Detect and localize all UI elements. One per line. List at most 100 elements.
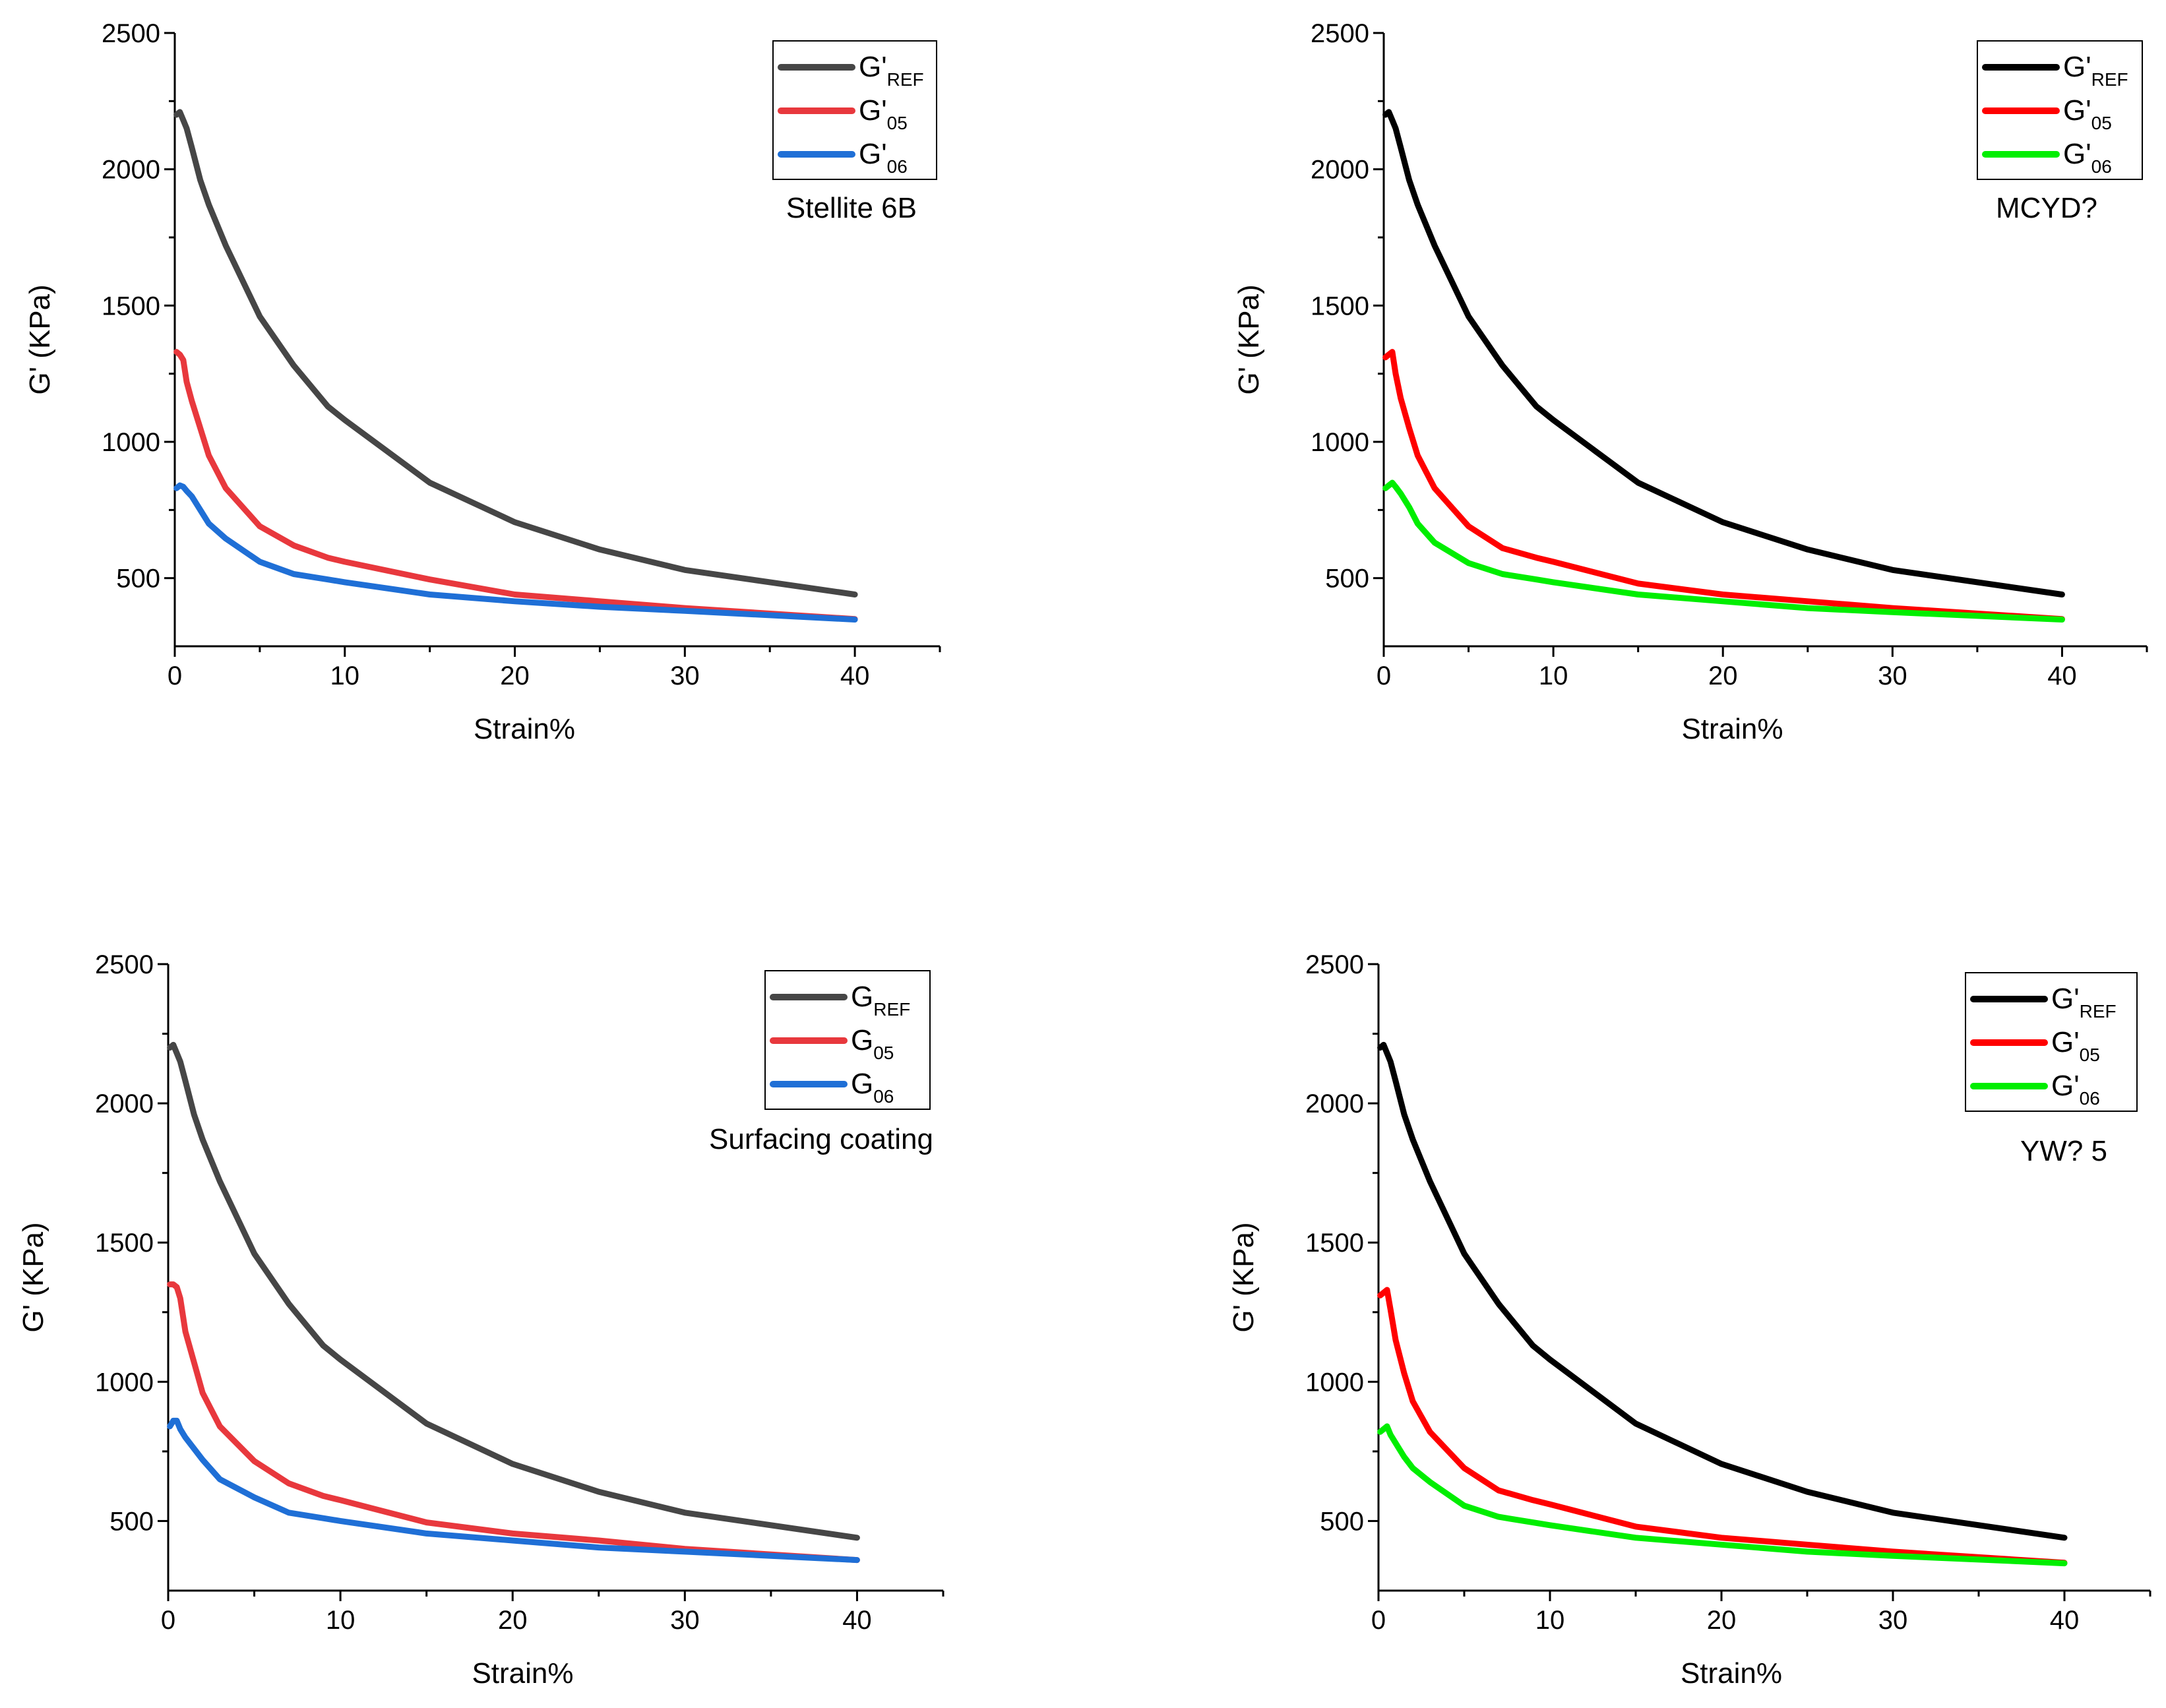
legend-entry-subscript: 05 — [2080, 1045, 2100, 1065]
legend-entry-main: G' — [2063, 138, 2091, 170]
legend-entry: G'REF — [2063, 51, 2128, 90]
y-tick-label: 500 — [1320, 1507, 1364, 1536]
legend-entry-subscript: 05 — [873, 1043, 894, 1063]
legend-entry: G'06 — [2063, 138, 2112, 177]
legend-entry-subscript: REF — [873, 999, 910, 1020]
x-axis-label: Strain% — [1681, 713, 1783, 745]
x-tick-label: 20 — [498, 1606, 528, 1635]
x-axis-label: Strain% — [472, 1657, 573, 1690]
y-axis-label: G' (KPa) — [1233, 284, 1265, 394]
x-tick-label: 20 — [500, 661, 530, 690]
legend-entry-main: G' — [2051, 1026, 2080, 1058]
y-tick-label: 2500 — [1311, 19, 1369, 48]
series-line-ref — [173, 109, 858, 597]
x-tick-label: 0 — [168, 661, 182, 690]
y-tick-label: 1500 — [1305, 1229, 1364, 1258]
x-tick-label: 20 — [1707, 1606, 1737, 1635]
y-tick-label: 1500 — [102, 291, 160, 320]
legend-entry-subscript: REF — [887, 69, 924, 90]
legend-entry-main: G — [851, 1068, 873, 1100]
x-tick-label: 40 — [840, 661, 870, 690]
x-tick-label: 0 — [161, 1606, 175, 1635]
chart-annotation: Surfacing coating — [709, 1123, 933, 1155]
x-axis-label: Strain% — [1681, 1657, 1782, 1690]
x-tick-label: 10 — [330, 661, 360, 690]
series-line-05 — [167, 1281, 860, 1564]
x-tick-label: 30 — [670, 1606, 700, 1635]
legend-entry-subscript: 05 — [2091, 113, 2112, 133]
y-tick-label: 1500 — [1311, 291, 1369, 320]
legend-entry: G06 — [851, 1068, 894, 1107]
y-tick-label: 1500 — [95, 1229, 154, 1258]
x-tick-label: 0 — [1377, 661, 1391, 690]
chart-annotation: MCYD? — [1996, 192, 2097, 224]
legend-entry: G'06 — [859, 138, 908, 177]
series-line-06 — [167, 1417, 860, 1564]
series-line-05 — [1382, 349, 2065, 623]
series-line-06 — [1377, 1423, 2068, 1567]
y-tick-label: 2000 — [1311, 156, 1369, 185]
y-tick-label: 500 — [109, 1507, 154, 1536]
x-axis-label: Strain% — [474, 713, 575, 745]
x-tick-label: 40 — [842, 1606, 872, 1635]
legend-entry: GREF — [851, 981, 910, 1020]
series-line-06 — [173, 482, 858, 623]
legend-entry-main: G' — [859, 51, 887, 83]
x-tick-label: 30 — [1878, 661, 1907, 690]
legend-entry-main: G' — [2063, 94, 2091, 127]
chart-panel-yw5: 500 1000 1500 2000 2500 0 10 20 30 40 Strain% G' (K… — [1227, 950, 2151, 1690]
x-tick-label: 10 — [1539, 661, 1568, 690]
legend-entry-main: G — [851, 1024, 873, 1056]
legend-entry-subscript: 06 — [2080, 1088, 2100, 1109]
y-tick-label: 2000 — [1305, 1089, 1364, 1118]
legend-entry-subscript: 05 — [887, 113, 908, 133]
series-line-ref — [167, 1041, 860, 1541]
x-tick-label: 10 — [326, 1606, 356, 1635]
chart-panel-surfacing-coating: 500 1000 1500 2000 2500 0 10 20 30 40 Strain% G' (K… — [17, 950, 944, 1690]
y-tick-label: 2000 — [102, 156, 160, 185]
y-axis-label: G' (KPa) — [17, 1222, 49, 1332]
legend-entry: G'REF — [2051, 983, 2117, 1022]
x-tick-label: 0 — [1371, 1606, 1386, 1635]
series-line-ref — [1377, 1041, 2068, 1541]
x-tick-label: 20 — [1708, 661, 1738, 690]
y-tick-label: 2500 — [1305, 950, 1364, 979]
legend-entry-subscript: REF — [2091, 69, 2128, 90]
legend-entry-main: G' — [2051, 983, 2080, 1015]
y-axis-label: G' (KPa) — [1227, 1222, 1260, 1332]
y-tick-label: 2500 — [102, 19, 160, 48]
legend-entry-main: G' — [2051, 1070, 2080, 1102]
y-tick-label: 1000 — [1311, 428, 1369, 457]
legend-entry: G'05 — [859, 94, 908, 133]
legend-entry: G'05 — [2063, 94, 2112, 133]
legend-entry-main: G' — [859, 138, 887, 170]
legend-entry-subscript: 06 — [2091, 156, 2112, 177]
y-tick-label: 500 — [1325, 564, 1369, 594]
legend-entry: G05 — [851, 1024, 894, 1063]
x-tick-label: 10 — [1535, 1606, 1565, 1635]
chart-annotation: Stellite 6B — [786, 192, 917, 224]
legend-entry: G'05 — [2051, 1026, 2100, 1065]
legend-entry-main: G' — [859, 94, 887, 127]
series-line-ref — [1382, 109, 2065, 597]
y-tick-label: 1000 — [95, 1368, 154, 1397]
series-line-05 — [1377, 1287, 2068, 1566]
chart-annotation: YW? 5 — [2020, 1135, 2107, 1167]
y-tick-label: 2000 — [95, 1089, 154, 1118]
legend-entry: G'REF — [859, 51, 924, 90]
legend-entry-subscript: 06 — [873, 1086, 894, 1107]
chart-panel-stellite-6b: 500 1000 1500 2000 2500 0 10 20 30 40 Strain% G' (K… — [24, 19, 941, 745]
y-axis-label: G' (KPa) — [24, 284, 56, 394]
legend-entry: G'06 — [2051, 1070, 2100, 1109]
x-tick-label: 30 — [1878, 1606, 1908, 1635]
series-line-06 — [1382, 479, 2065, 623]
x-tick-label: 30 — [670, 661, 700, 690]
series-line-05 — [173, 349, 858, 623]
y-tick-label: 500 — [116, 564, 160, 594]
legend-entry-main: G' — [2063, 51, 2091, 83]
legend-entry-subscript: 06 — [887, 156, 908, 177]
legend-entry-subscript: REF — [2080, 1001, 2117, 1022]
x-tick-label: 40 — [2050, 1606, 2080, 1635]
y-tick-label: 1000 — [1305, 1368, 1364, 1397]
